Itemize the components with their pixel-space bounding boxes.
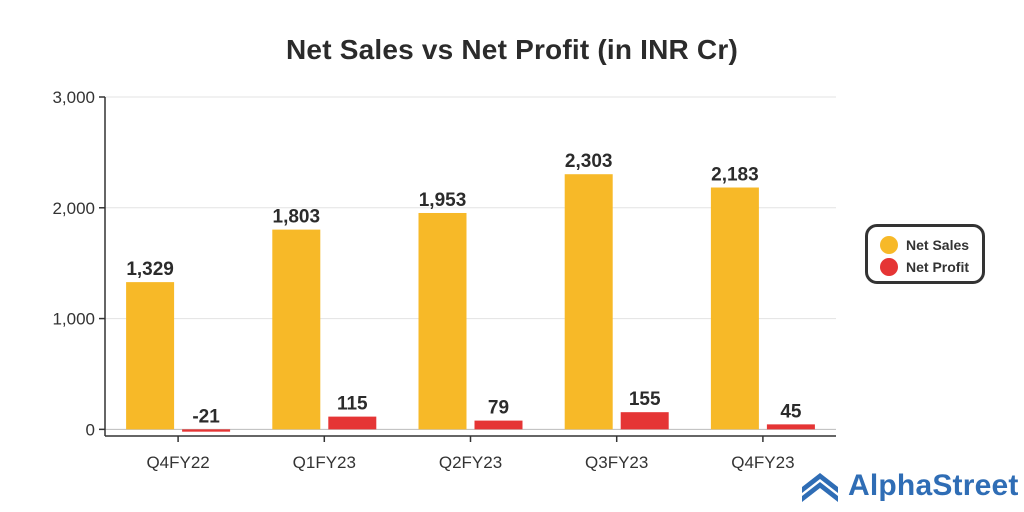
data-label-net-profit: 45 xyxy=(780,401,802,422)
x-tick-label: Q1FY23 xyxy=(293,453,356,472)
chart-title: Net Sales vs Net Profit (in INR Cr) xyxy=(286,34,738,65)
data-label-net-profit: 115 xyxy=(337,394,368,415)
legend-item-net-sales: Net Sales xyxy=(880,235,969,255)
bar-net-profit xyxy=(766,424,815,430)
y-tick-label: 0 xyxy=(86,420,95,439)
data-label-net-sales: 2,183 xyxy=(711,165,759,186)
bar-net-sales xyxy=(126,282,175,430)
data-label-net-profit: -21 xyxy=(192,406,220,427)
data-labels: 1,329 -21 1,803 115 1,953 79 2,303 155 2,183 45 xyxy=(126,151,802,427)
y-axis: 0 1,000 2,000 3,000 xyxy=(52,88,106,439)
data-label-net-profit: 155 xyxy=(629,389,661,410)
alphastreet-logo-icon xyxy=(802,473,838,502)
legend-label-net-profit: Net Profit xyxy=(906,259,969,275)
x-axis: Q4FY22 Q1FY23 Q2FY23 Q3FY23 Q4FY23 xyxy=(105,435,836,472)
data-label-net-sales: 2,303 xyxy=(565,151,613,172)
legend-item-net-profit: Net Profit xyxy=(880,257,969,277)
bar-net-profit xyxy=(620,412,669,430)
bar-net-sales xyxy=(710,187,759,430)
legend-swatch-net-profit xyxy=(880,258,898,276)
x-tick-label: Q2FY23 xyxy=(439,453,502,472)
x-tick-label: Q4FY23 xyxy=(731,453,794,472)
brand-name: AlphaStreet xyxy=(848,469,1019,502)
y-tick-label: 1,000 xyxy=(52,310,95,329)
data-label-net-sales: 1,329 xyxy=(126,259,174,280)
x-tick-label: Q4FY22 xyxy=(146,453,209,472)
bar-net-profit xyxy=(328,416,377,430)
bar-net-sales xyxy=(272,229,321,430)
y-tick-label: 3,000 xyxy=(52,88,95,107)
x-tick-label: Q3FY23 xyxy=(585,453,648,472)
bar-net-profit xyxy=(182,429,231,432)
legend: Net Sales Net Profit xyxy=(865,224,985,284)
legend-label-net-sales: Net Sales xyxy=(906,237,970,253)
bar-net-sales xyxy=(564,174,613,430)
bar-net-profit xyxy=(474,420,523,430)
data-label-net-profit: 79 xyxy=(488,398,509,419)
bar-net-sales xyxy=(418,212,467,430)
brand-logo[interactable]: AlphaStreet xyxy=(800,466,1019,506)
data-label-net-sales: 1,953 xyxy=(419,190,467,211)
data-label-net-sales: 1,803 xyxy=(273,207,321,228)
legend-swatch-net-sales xyxy=(880,236,898,254)
y-tick-label: 2,000 xyxy=(52,199,95,218)
bars xyxy=(126,174,815,432)
